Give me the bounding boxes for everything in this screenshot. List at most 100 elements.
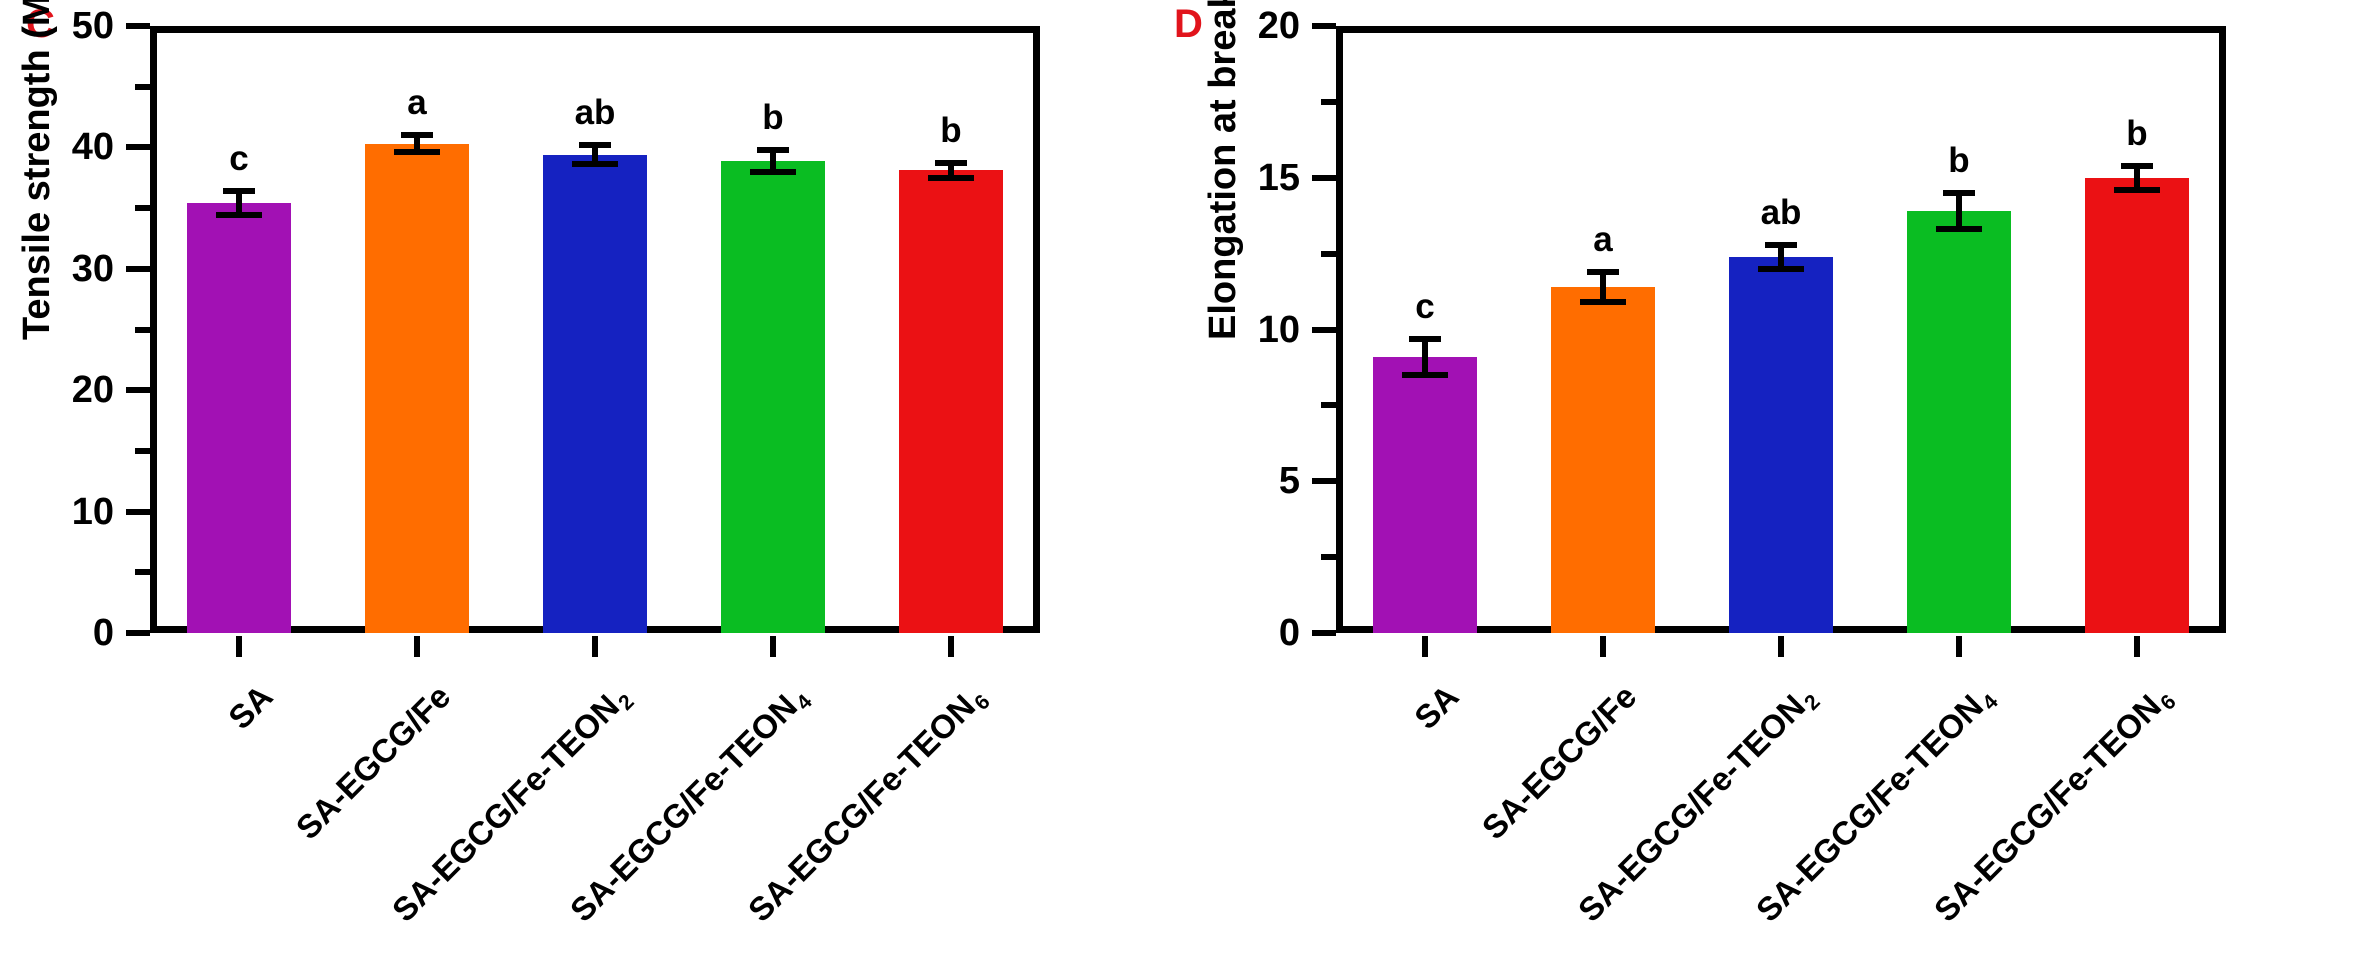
y-minor-tick <box>1321 98 1336 105</box>
y-tick-label: 40 <box>71 126 114 169</box>
bar-sa-egcg-fe-teon2 <box>1729 256 1833 633</box>
x-tick <box>236 636 242 657</box>
error-bar-cap-top <box>757 146 789 153</box>
y-tick-label: 50 <box>71 5 114 47</box>
y-tick-label: 20 <box>1257 5 1300 47</box>
y-tick-label: 0 <box>1278 612 1300 654</box>
panel-label-c: C <box>26 2 55 46</box>
error-bar-cap-bottom <box>572 161 618 168</box>
x-tick <box>2134 636 2140 657</box>
error-bar-cap-bottom <box>928 174 974 181</box>
error-bar-line <box>1422 338 1428 375</box>
significance-letter: a <box>1593 219 1613 259</box>
error-bar-cap-top <box>1943 189 1975 196</box>
bar-sa <box>187 203 291 633</box>
y-minor-tick <box>135 83 150 90</box>
bar-sa-egcg-fe <box>365 143 469 633</box>
y-minor-tick <box>1321 250 1336 257</box>
y-minor-tick <box>135 326 150 333</box>
bar-sa-egcg-fe-teon6 <box>2085 177 2189 633</box>
y-major-tick <box>126 630 150 636</box>
panel-c-tensile-strength: C Tensile strength (MPa) 0 10 20 30 40 50 c SA a… <box>0 0 1150 975</box>
error-bar-line <box>1778 244 1784 269</box>
bar-sa-egcg-fe-teon4 <box>1907 211 2011 633</box>
error-bar-cap-bottom <box>750 168 796 175</box>
x-tick <box>770 636 776 657</box>
y-minor-tick <box>135 205 150 212</box>
error-bar-cap-bottom <box>1758 265 1804 272</box>
error-bar-line <box>770 149 776 172</box>
panel-label-d: D <box>1174 2 1203 46</box>
y-major-tick <box>126 144 150 151</box>
category-label-text: SA <box>221 677 280 737</box>
bar-sa-egcg-fe-teon4 <box>721 160 825 633</box>
error-bar-cap-bottom <box>1402 372 1448 379</box>
y-major-tick <box>1312 23 1336 29</box>
significance-letter: a <box>407 83 427 123</box>
bar-sa-egcg-fe <box>1551 287 1655 633</box>
significance-letter: b <box>1948 140 1970 180</box>
y-tick-label: 10 <box>71 490 114 533</box>
category-label: SA-EGCG/Fe <box>288 677 458 847</box>
x-tick <box>1422 636 1428 657</box>
significance-letter: c <box>1415 286 1435 326</box>
plot-area-d: 0 5 10 15 20 c SA a SA-EGCG/Fe ab SA-EGCG/Fe-TEON2… <box>1186 0 2336 975</box>
error-bar-line <box>1600 271 1606 303</box>
error-bar-cap-bottom <box>1580 299 1626 306</box>
error-bar-cap-top <box>401 132 433 139</box>
y-major-tick <box>1312 326 1336 333</box>
x-tick <box>1956 636 1962 657</box>
y-major-tick <box>126 387 150 394</box>
x-tick <box>592 636 598 657</box>
y-tick-label: 20 <box>71 369 114 412</box>
category-label-text: SA-EGCG/Fe <box>1474 677 1644 847</box>
y-major-tick <box>1312 478 1336 485</box>
error-bar-line <box>1956 192 1962 230</box>
y-tick-label: 0 <box>92 612 114 654</box>
category-label: SA-EGCG/Fe <box>1474 677 1644 847</box>
y-minor-tick <box>1321 554 1336 561</box>
y-major-tick <box>126 23 150 29</box>
x-tick <box>948 636 954 657</box>
bar-sa-egcg-fe-teon6 <box>899 170 1003 633</box>
error-bar-cap-top <box>579 141 611 148</box>
plot-area-c: 0 10 20 30 40 50 c SA a SA-EGCG/Fe ab SA-EGCG/Fe-TE… <box>0 0 1150 975</box>
error-bar-line <box>592 144 598 165</box>
significance-letter: b <box>940 111 962 151</box>
significance-letter: c <box>229 139 249 179</box>
y-tick-label: 10 <box>1257 308 1300 351</box>
y-minor-tick <box>135 447 150 454</box>
panel-d-elongation: D Elongation at break (%) 0 5 10 15 20 c SA a SA… <box>1174 0 2336 975</box>
error-bar-cap-bottom <box>394 149 440 156</box>
y-tick-label: 5 <box>1278 460 1300 503</box>
y-major-tick <box>1312 174 1336 181</box>
category-label-text: SA-EGCG/Fe <box>288 677 458 847</box>
y-major-tick <box>1312 630 1336 636</box>
y-major-tick <box>126 265 150 272</box>
error-bar-cap-top <box>2121 162 2153 169</box>
significance-letter: b <box>762 97 784 137</box>
error-bar-line <box>2134 165 2140 190</box>
error-bar-cap-top <box>1765 241 1797 248</box>
significance-letter: b <box>2126 113 2148 153</box>
error-bar-cap-bottom <box>2114 186 2160 193</box>
y-minor-tick <box>135 569 150 576</box>
y-tick-label: 30 <box>71 247 114 290</box>
y-tick-label: 15 <box>1257 156 1300 199</box>
x-tick <box>1778 636 1784 657</box>
x-tick <box>414 636 420 657</box>
error-bar-line <box>414 135 420 153</box>
error-bar-cap-top <box>935 160 967 167</box>
error-bar-cap-bottom <box>216 212 262 219</box>
bar-sa-egcg-fe-teon2 <box>543 154 647 633</box>
y-major-tick <box>126 508 150 515</box>
x-tick <box>1600 636 1606 657</box>
error-bar-cap-top <box>223 188 255 195</box>
error-bar-line <box>948 163 954 178</box>
category-label: SA <box>1407 678 1466 737</box>
error-bar-cap-top <box>1587 268 1619 275</box>
significance-letter: ab <box>574 92 616 132</box>
bar-sa <box>1373 356 1477 633</box>
category-label: SA <box>221 677 280 737</box>
